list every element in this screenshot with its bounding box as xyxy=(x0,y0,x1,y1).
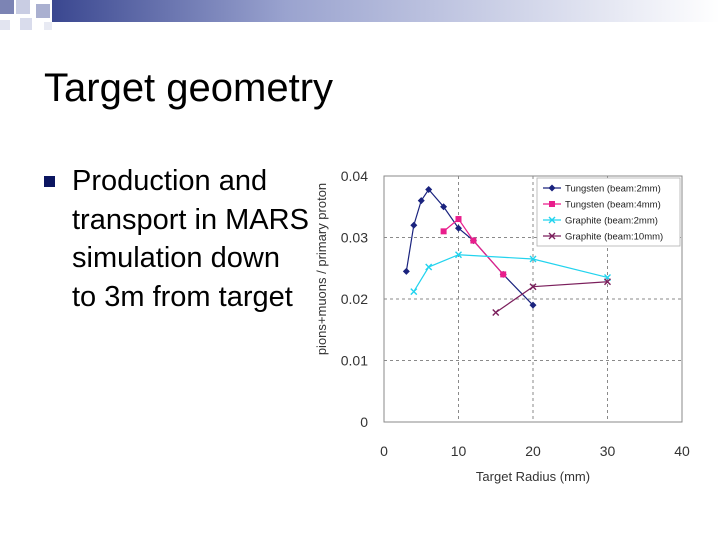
series-group xyxy=(402,186,611,317)
data-point xyxy=(529,301,537,309)
data-point xyxy=(604,278,611,286)
axes xyxy=(383,175,683,423)
slide-title: Target geometry xyxy=(44,66,334,110)
data-point xyxy=(425,263,433,271)
data-point xyxy=(402,267,410,275)
legend-item: Tungsten (beam:2mm) xyxy=(543,184,661,195)
legend-marker xyxy=(548,184,556,192)
x-tick-label: 30 xyxy=(600,443,616,459)
data-point xyxy=(440,203,448,211)
legend-box xyxy=(536,177,681,247)
data-point xyxy=(529,283,537,291)
legend-label: Tungsten (beam:4mm) xyxy=(565,200,661,211)
data-point xyxy=(410,288,418,296)
y-tick-label: 0 xyxy=(360,414,368,430)
slide-corner-decoration xyxy=(0,0,720,30)
legend-item: Tungsten (beam:4mm) xyxy=(543,200,661,211)
legend-marker xyxy=(548,232,556,240)
y-tick-label: 0.01 xyxy=(341,353,368,369)
x-tick-label: 10 xyxy=(451,443,467,459)
bullet-text: Production and transport in MARS simulat… xyxy=(72,165,309,313)
data-point xyxy=(410,221,418,229)
legend-item: Graphite (beam:2mm) xyxy=(543,216,658,227)
data-point xyxy=(492,309,500,317)
data-point xyxy=(440,228,447,235)
legend-marker xyxy=(548,216,556,224)
y-tick-label: 0.04 xyxy=(341,168,368,184)
data-point xyxy=(500,271,507,278)
legend: Tungsten (beam:2mm) Tungsten (beam:4mm) Gr… xyxy=(536,177,681,247)
y-axis-label: pions+muons / primary proton xyxy=(314,183,329,355)
bullet-square-icon xyxy=(44,176,55,187)
x-tick-label: 0 xyxy=(380,443,388,459)
data-point xyxy=(417,197,425,205)
plot-border xyxy=(383,175,683,423)
grid-lines xyxy=(384,176,682,422)
legend-label: Graphite (beam:2mm) xyxy=(565,216,658,227)
series-line xyxy=(443,218,504,275)
data-point xyxy=(455,216,462,223)
data-point xyxy=(455,224,462,232)
x-tick-label: 20 xyxy=(525,443,541,459)
legend-label: Graphite (beam:10mm) xyxy=(565,232,663,243)
data-point xyxy=(425,186,433,194)
series-2 xyxy=(440,216,507,278)
data-point xyxy=(470,237,477,244)
x-axis-label: Target Radius (mm) xyxy=(476,469,590,484)
tick-labels: 0 10 20 30 40 0 0.01 0.02 0.03 0.04 xyxy=(341,168,690,459)
series-4 xyxy=(492,278,611,317)
line-chart: 0 10 20 30 40 0 0.01 0.02 0.03 0.04 Tungsten (bea… xyxy=(314,168,690,484)
legend-item: Graphite (beam:10mm) xyxy=(543,232,663,243)
legend-label: Tungsten (beam:2mm) xyxy=(565,184,661,195)
y-tick-label: 0.02 xyxy=(341,291,368,307)
data-point xyxy=(455,251,462,259)
y-tick-label: 0.03 xyxy=(341,230,368,246)
data-point xyxy=(529,255,537,263)
legend-marker xyxy=(549,201,555,207)
x-tick-label: 40 xyxy=(674,443,690,459)
